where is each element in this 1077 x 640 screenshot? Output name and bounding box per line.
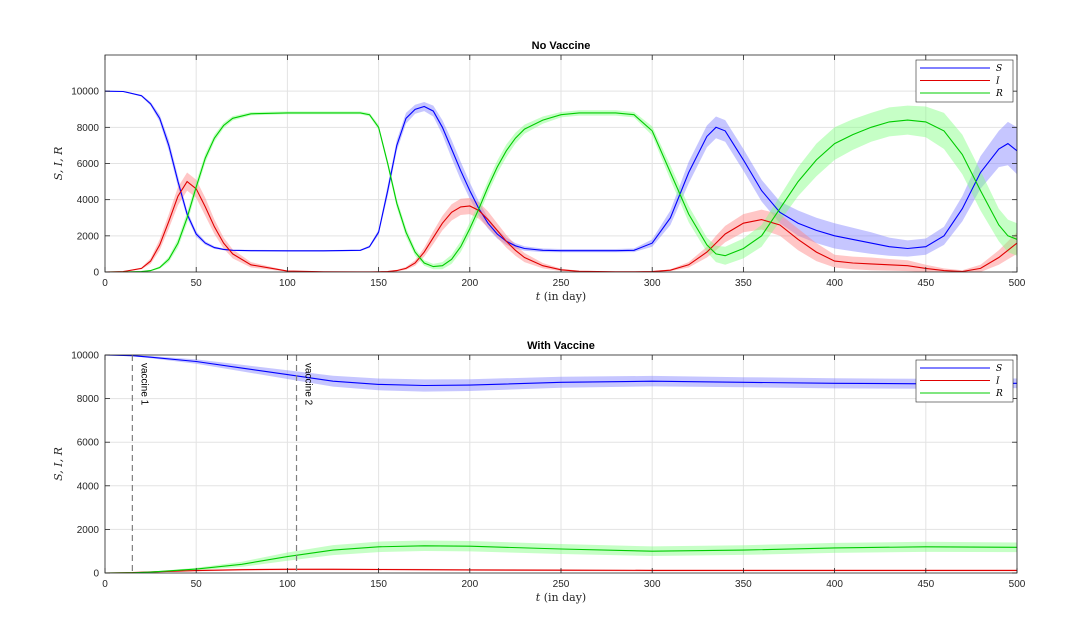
y-tick-label: 2000 [77,525,100,536]
x-tick-label: 100 [279,278,296,289]
chart-title: No Vaccine [532,40,591,52]
chart-1: 0 50 100 150 200 250 300 350 400 450 500 0 2000 4000 6… [52,40,1026,303]
legend-label-R: R [995,389,1003,399]
x-tick-label: 200 [461,579,478,590]
y-tick-label: 0 [93,268,99,279]
legend: SIR [915,359,1014,403]
x-tick-label: 250 [553,579,570,590]
x-axis-unit: (in day) [540,591,586,604]
legend-label-I: I [995,377,1000,387]
x-tick-label: 350 [735,579,752,590]
x-tick-label: 300 [644,278,661,289]
chart-title: With Vaccine [527,340,595,352]
x-tick-label: 450 [917,278,934,289]
vaccine-marker-label: vaccine 1 [138,363,149,406]
x-tick-label: 50 [191,278,203,289]
x-tick-label: 350 [735,278,752,289]
x-tick-label: 250 [553,278,570,289]
x-tick-label: 150 [370,278,387,289]
x-tick-label: 200 [461,278,478,289]
y-tick-label: 0 [93,569,99,580]
legend-label-I: I [995,77,1000,87]
vaccine-marker-label: vaccine 2 [303,363,314,406]
legend-label-S: S [996,64,1002,74]
x-axis-variable: t [536,591,541,604]
x-tick-label: 150 [370,579,387,590]
series-line-I [105,180,1017,272]
legend-label-R: R [995,89,1003,99]
legend-label-S: S [996,364,1002,374]
series-group [105,90,1017,272]
y-tick-label: 8000 [77,394,100,405]
y-tick-label: 4000 [77,481,100,492]
series-band-S [105,91,1017,257]
y-tick-label: 6000 [77,159,100,170]
y-axis-label: S, I, R [52,147,65,181]
x-tick-label: 100 [279,579,296,590]
chart-2: vaccine 1 vaccine 2 0 50 100 150 200 250 300 350 4… [52,340,1026,604]
x-tick-label: 400 [826,579,843,590]
y-axis-label: S, I, R [52,447,65,481]
x-axis-label: t (in day) [536,591,586,604]
legend: SIR [915,59,1014,103]
series-line-R [105,545,1017,573]
series-line-S [105,90,1017,252]
x-tick-label: 400 [826,278,843,289]
y-tick-label: 10000 [71,351,99,362]
y-tick-label: 6000 [77,438,100,449]
y-tick-label: 2000 [77,231,100,242]
x-axis-label: t (in day) [536,290,586,303]
y-tick-label: 4000 [77,195,100,206]
x-tick-label: 0 [102,579,108,590]
series-group [105,355,1017,573]
x-axis-variable: t [536,290,541,303]
series-line-S [105,355,1017,387]
x-tick-label: 300 [644,579,661,590]
x-tick-label: 500 [1009,579,1026,590]
x-tick-label: 0 [102,278,108,289]
series-band-I [105,172,1017,272]
x-axis-unit: (in day) [540,290,586,303]
y-tick-label: 10000 [71,87,99,98]
series-line-R [105,112,1017,272]
x-tick-label: 450 [917,579,934,590]
y-tick-label: 8000 [77,123,100,134]
x-tick-label: 500 [1009,278,1026,289]
x-tick-label: 50 [191,579,203,590]
series-line-I [105,568,1017,573]
